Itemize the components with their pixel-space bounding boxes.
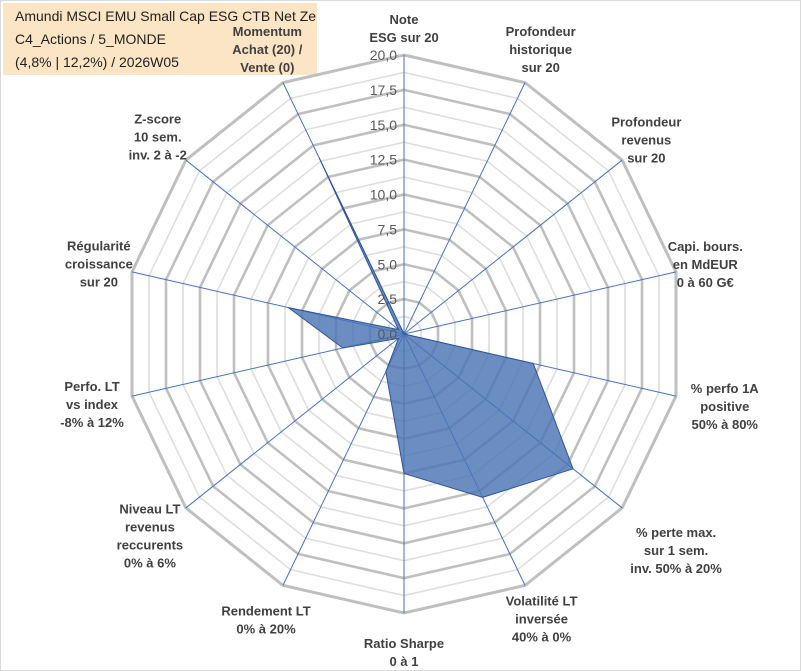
axis-spoke [185, 333, 405, 509]
axis-spoke [185, 159, 405, 335]
tick-label: 0,0 [378, 326, 398, 342]
tick-label: 15,0 [370, 117, 397, 133]
axis-label: Ratio Sharpe 0 à 1 [364, 636, 444, 669]
chart-title-box: Amundi MSCI EMU Small Cap ESG CTB Net Ze… [3, 3, 317, 75]
axis-label: Volatilité LT inversée 40% à 0% [506, 594, 578, 645]
axis-label: Z-score 10 sem. inv. 2 à -2 [129, 112, 187, 163]
axis-spoke [403, 82, 526, 335]
axis-label: Niveau LT revenus reccurents 0% à 6% [117, 502, 183, 571]
chart-title-line-1: Amundi MSCI EMU Small Cap ESG CTB Net Ze [15, 8, 317, 24]
tick-label: 20,0 [370, 47, 397, 63]
axis-label: % perte max. sur 1 sem. inv. 50% à 20% [630, 525, 722, 576]
axis-label: Momentum Achat (20) / Vente (0) [232, 24, 302, 75]
tick-label: 5,0 [378, 256, 398, 272]
axis-label: % perfo 1A positive 50% à 80% [691, 381, 760, 432]
axis-label: Perfo. LT vs index -8% à 12% [60, 379, 124, 430]
axis-label: Rendement LT 0% à 20% [221, 604, 310, 637]
axis-label: Profondeur historique sur 20 [506, 24, 576, 75]
series-area [288, 157, 574, 498]
chart-title-line-2: C4_Actions / 5_MONDE [15, 31, 166, 47]
axis-label: Profondeur revenus sur 20 [611, 115, 681, 166]
axis-spoke [403, 159, 623, 335]
axis-spoke [403, 271, 677, 335]
axis-label: Régularité croissance sur 20 [65, 238, 133, 289]
tick-label: 2,5 [378, 291, 398, 307]
tick-label: 12,5 [370, 152, 397, 168]
tick-label: 7,5 [378, 221, 398, 237]
chart-title-line-3: (4,8% | 12,2%) / 2026W05 [15, 54, 179, 70]
axis-label: Note ESG sur 20 [369, 12, 438, 45]
axis-label: Capi. bours. en MdEUR 0 à 60 G€ [668, 239, 743, 290]
tick-label: 10,0 [370, 187, 397, 203]
tick-label: 17,5 [370, 82, 397, 98]
axis-spoke [282, 333, 405, 586]
